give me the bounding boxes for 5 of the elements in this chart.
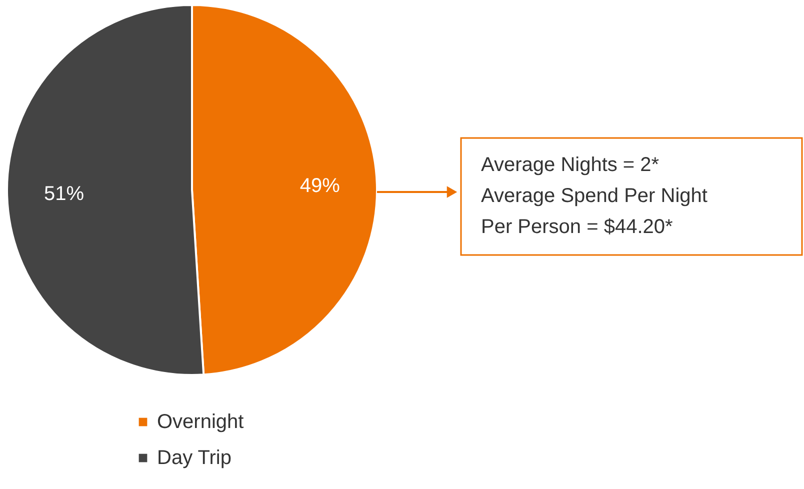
data-label: 49% bbox=[300, 174, 340, 197]
text: Average Nights = 2* Average Spend Per Night Per Person = $44.20* bbox=[481, 154, 708, 238]
legend-label: Overnight bbox=[157, 411, 244, 433]
legend-label: Day Trip bbox=[157, 447, 232, 469]
data-label: 51% bbox=[44, 183, 84, 206]
